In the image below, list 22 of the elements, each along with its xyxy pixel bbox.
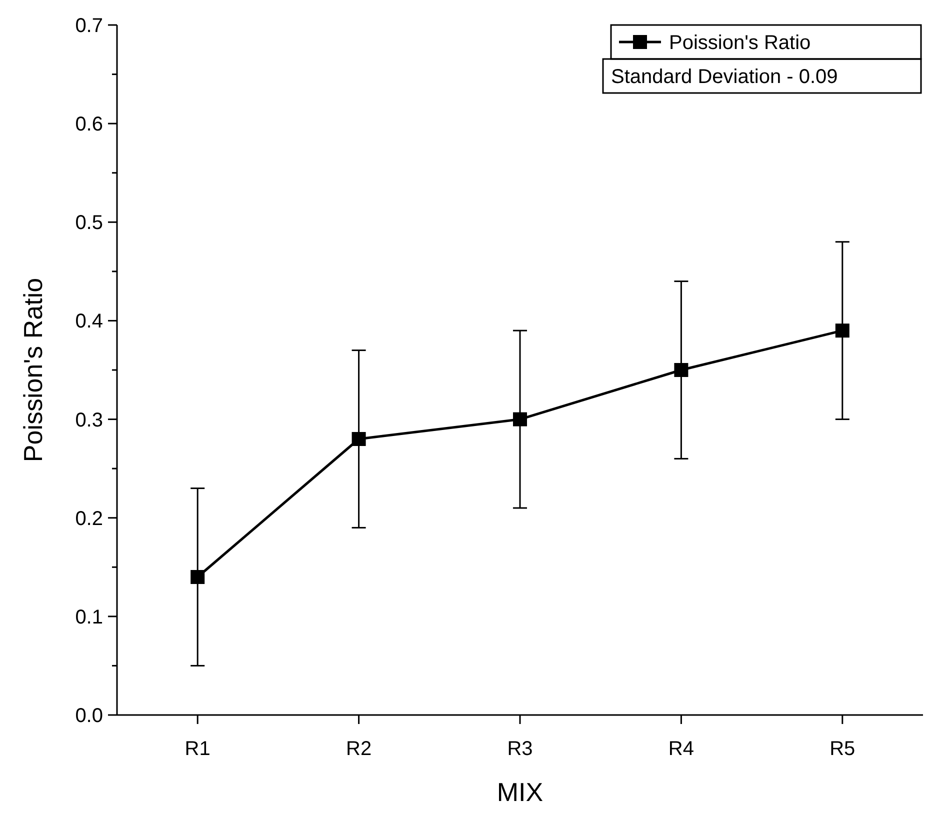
x-tick-label: R2 [346,738,372,760]
y-tick-label: 0.2 [75,508,103,530]
y-tick-label: 0.3 [75,409,103,432]
y-tick-label: 0.5 [75,212,103,234]
x-tick-label: R3 [507,738,533,760]
y-tick-label: 0.1 [75,606,103,628]
point [513,412,527,426]
point [190,570,205,584]
y-tick-label: 0.6 [75,114,103,136]
y-axis-title: Poission's Ratio [18,278,48,462]
point [352,432,366,446]
x-axis-title: MIX [496,777,544,807]
point [674,363,688,377]
x-tick-label: R1 [184,738,210,760]
y-tick-label: 0.7 [75,15,103,37]
x-tick-label: R5 [830,738,856,760]
x-tick-label: R4 [668,738,694,760]
annotation: Standard Deviation - 0.09 [611,66,838,88]
y-tick-label: 0.4 [75,310,103,333]
y-tick-label: 0.0 [75,705,103,727]
point [835,324,850,338]
legend-label: Poission's Ratio [669,32,811,54]
